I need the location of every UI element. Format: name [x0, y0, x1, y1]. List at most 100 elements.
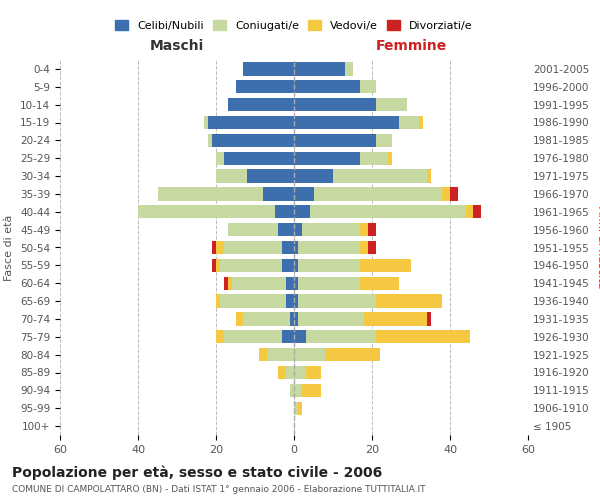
Bar	[442, 187, 450, 200]
Bar	[294, 384, 302, 397]
Y-axis label: Fasce di età: Fasce di età	[4, 214, 14, 280]
Bar	[278, 223, 294, 236]
Bar	[294, 402, 298, 415]
Bar	[344, 62, 353, 76]
Bar	[244, 62, 294, 76]
Bar	[450, 187, 458, 200]
Bar	[294, 294, 298, 308]
Bar	[368, 241, 376, 254]
Bar	[298, 402, 302, 415]
Bar	[259, 348, 266, 362]
Bar	[224, 241, 283, 254]
Bar	[232, 276, 286, 290]
Bar	[216, 258, 220, 272]
Bar	[298, 258, 360, 272]
Bar	[294, 241, 298, 254]
Bar	[263, 187, 294, 200]
Bar	[400, 116, 419, 129]
Legend: Celibi/Nubili, Coniugati/e, Vedovi/e, Divorziati/e: Celibi/Nubili, Coniugati/e, Vedovi/e, Di…	[112, 17, 476, 34]
Bar	[290, 312, 294, 326]
Bar	[294, 276, 298, 290]
Bar	[302, 223, 360, 236]
Bar	[294, 80, 360, 94]
Bar	[290, 384, 294, 397]
Bar	[388, 152, 392, 165]
Bar	[364, 312, 427, 326]
Bar	[360, 258, 411, 272]
Bar	[208, 134, 212, 147]
Bar	[212, 258, 216, 272]
Bar	[294, 312, 298, 326]
Bar	[360, 241, 368, 254]
Bar	[360, 80, 376, 94]
Bar	[204, 116, 208, 129]
Bar	[212, 134, 294, 147]
Bar	[224, 152, 294, 165]
Y-axis label: Anni di nascita: Anni di nascita	[596, 206, 600, 289]
Bar	[294, 205, 310, 218]
Bar	[298, 241, 360, 254]
Bar	[298, 276, 360, 290]
Bar	[266, 348, 294, 362]
Text: Popolazione per età, sesso e stato civile - 2006: Popolazione per età, sesso e stato civil…	[12, 465, 382, 479]
Bar	[294, 330, 306, 344]
Bar	[208, 116, 294, 129]
Bar	[228, 98, 294, 112]
Bar	[360, 152, 388, 165]
Bar	[220, 258, 283, 272]
Bar	[306, 330, 376, 344]
Bar	[294, 170, 333, 183]
Bar	[376, 134, 392, 147]
Bar	[244, 312, 290, 326]
Bar	[314, 187, 442, 200]
Bar	[376, 98, 407, 112]
Bar	[157, 187, 263, 200]
Bar	[376, 294, 442, 308]
Bar	[294, 134, 376, 147]
Bar	[473, 205, 481, 218]
Bar	[427, 312, 431, 326]
Bar	[360, 223, 368, 236]
Bar	[333, 170, 427, 183]
Bar	[419, 116, 422, 129]
Bar	[294, 62, 344, 76]
Bar	[224, 330, 283, 344]
Bar	[294, 258, 298, 272]
Bar	[294, 152, 360, 165]
Text: Femmine: Femmine	[376, 39, 446, 53]
Bar	[138, 205, 275, 218]
Bar	[294, 223, 302, 236]
Bar	[286, 294, 294, 308]
Bar	[294, 98, 376, 112]
Bar	[294, 116, 400, 129]
Bar	[235, 80, 294, 94]
Bar	[212, 241, 216, 254]
Bar	[360, 276, 400, 290]
Bar	[216, 330, 224, 344]
Bar	[325, 348, 380, 362]
Bar	[228, 223, 278, 236]
Bar	[283, 241, 294, 254]
Bar	[216, 170, 247, 183]
Bar	[294, 187, 314, 200]
Bar	[376, 330, 470, 344]
Bar	[278, 366, 286, 379]
Bar	[275, 205, 294, 218]
Bar	[235, 312, 244, 326]
Bar	[368, 223, 376, 236]
Bar	[216, 294, 220, 308]
Bar	[302, 384, 322, 397]
Bar	[216, 241, 224, 254]
Bar	[427, 170, 431, 183]
Bar	[247, 170, 294, 183]
Bar	[286, 366, 294, 379]
Bar	[283, 330, 294, 344]
Text: Maschi: Maschi	[150, 39, 204, 53]
Bar	[224, 276, 228, 290]
Bar	[294, 366, 306, 379]
Bar	[298, 312, 364, 326]
Bar	[216, 152, 224, 165]
Bar	[220, 294, 286, 308]
Bar	[466, 205, 473, 218]
Bar	[228, 276, 232, 290]
